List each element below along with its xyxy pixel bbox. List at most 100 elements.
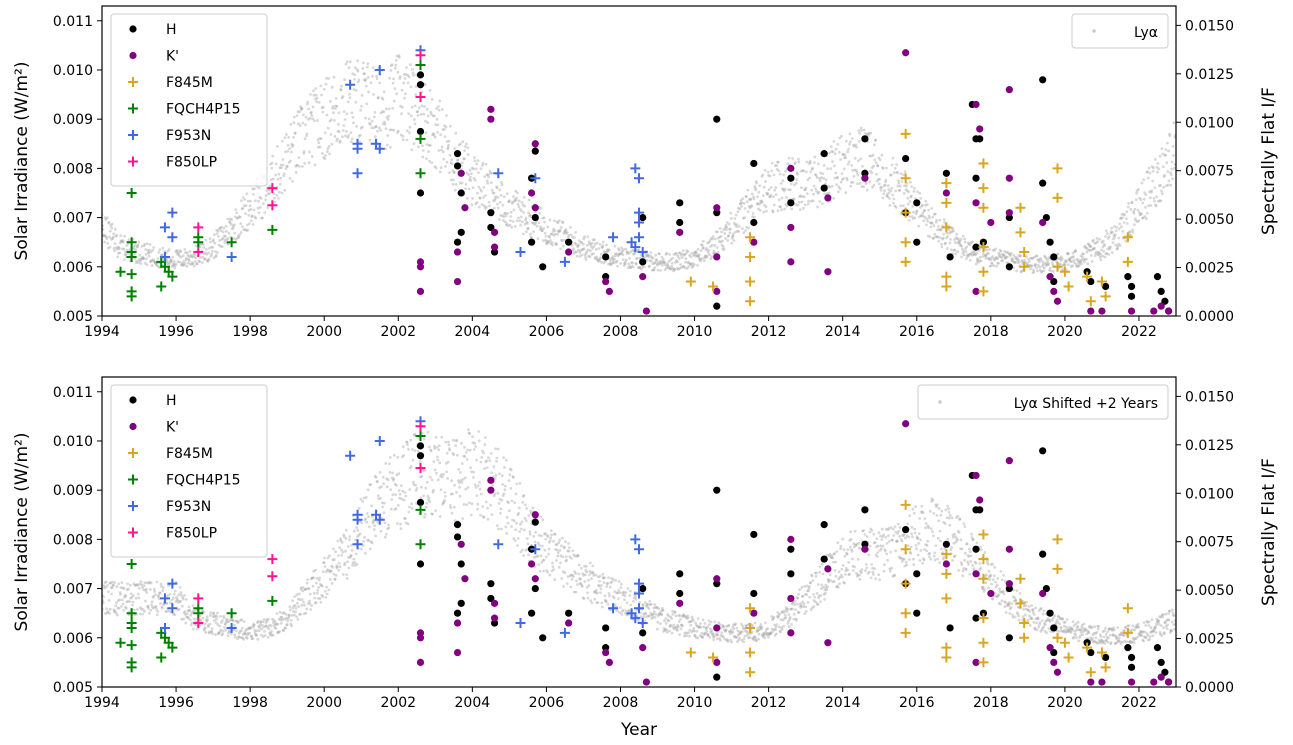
lya-point	[168, 609, 171, 613]
lya-point	[676, 254, 680, 258]
lya-point	[111, 580, 114, 584]
lya-point	[504, 484, 507, 488]
lya-point	[365, 102, 369, 106]
lya-point	[591, 238, 595, 242]
lya-point	[1147, 204, 1150, 208]
lya-point	[970, 251, 974, 255]
lya-point	[861, 164, 864, 168]
lya-point	[344, 528, 348, 532]
lya-point	[1013, 261, 1016, 264]
lya-point	[188, 254, 191, 258]
lya-point	[142, 588, 146, 592]
lya-point	[381, 505, 385, 509]
lya-point	[1083, 245, 1086, 249]
lya-point	[323, 131, 327, 135]
lya-point	[708, 239, 712, 242]
lya-point	[1093, 246, 1096, 250]
lya-point	[148, 611, 151, 615]
lya-point	[845, 176, 849, 180]
lya-point	[894, 189, 898, 193]
lya-point	[691, 629, 695, 632]
lya-point	[912, 210, 915, 214]
lya-point	[407, 75, 411, 79]
lya-point	[959, 538, 963, 542]
lya-point	[676, 623, 680, 627]
lya-point	[721, 245, 725, 249]
lya-point	[384, 535, 387, 539]
lya-point	[149, 250, 153, 254]
lya-point	[767, 635, 770, 639]
lya-point	[946, 537, 950, 541]
lya-point	[438, 515, 442, 518]
lya-point	[301, 121, 305, 125]
lya-point	[150, 603, 154, 607]
lya-point	[653, 603, 657, 606]
lya-point	[506, 212, 510, 215]
point-h	[972, 243, 980, 251]
lya-point	[754, 636, 757, 640]
lya-point	[1129, 207, 1133, 211]
lya-point	[542, 558, 546, 562]
lya-point	[973, 252, 977, 256]
lya-point	[798, 195, 802, 199]
lya-point	[309, 577, 313, 581]
lya-point	[322, 87, 326, 91]
lya-point	[880, 527, 884, 531]
lya-point	[440, 473, 443, 476]
lya-point	[544, 537, 548, 541]
lya-point	[984, 253, 987, 257]
lya-point	[766, 192, 770, 195]
lya-point	[341, 129, 345, 132]
lya-point	[588, 570, 592, 573]
lya-point	[396, 504, 400, 507]
lya-point	[377, 96, 380, 99]
lya-point	[1172, 121, 1176, 125]
lya-point	[719, 235, 723, 238]
lya-point	[723, 226, 727, 230]
lya-point	[1132, 211, 1136, 215]
legend-marker	[128, 156, 138, 167]
lya-point	[295, 114, 299, 117]
lya-point	[394, 58, 398, 62]
lya-point	[213, 615, 217, 619]
lya-point	[365, 84, 368, 88]
lya-point	[725, 624, 729, 628]
lya-point	[964, 567, 968, 571]
lya-point	[1027, 614, 1031, 618]
lya-point	[914, 505, 917, 508]
lya-point	[720, 626, 723, 630]
lya-point	[272, 621, 275, 624]
legend-label: Lyα	[1134, 25, 1158, 41]
point-f845m	[745, 251, 756, 262]
lya-point	[374, 125, 378, 129]
lya-point	[509, 468, 513, 472]
lya-point	[386, 134, 390, 137]
lya-point	[338, 546, 341, 549]
lya-point	[529, 235, 533, 239]
lya-point	[508, 223, 512, 227]
lya-point	[580, 253, 584, 257]
lya-point	[685, 617, 689, 620]
lya-point	[669, 615, 673, 619]
lya-point	[270, 630, 273, 633]
lya-point	[925, 223, 928, 227]
lya-point	[627, 609, 630, 613]
lya-point	[884, 178, 888, 182]
lya-point	[894, 205, 898, 209]
lya-point	[1075, 628, 1079, 632]
lya-point	[125, 248, 129, 252]
lya-point	[299, 105, 303, 108]
lya-point	[843, 554, 847, 558]
lya-point	[411, 448, 414, 451]
lya-point	[880, 185, 883, 189]
lya-point	[232, 619, 235, 623]
lya-point	[333, 577, 337, 581]
lya-point	[484, 460, 488, 464]
lya-point	[540, 544, 544, 548]
plot-area	[102, 416, 1176, 686]
lya-point	[820, 587, 823, 590]
lya-point	[552, 227, 555, 231]
lya-point	[1082, 627, 1085, 630]
lya-point	[113, 227, 117, 231]
lya-point	[1022, 604, 1026, 608]
